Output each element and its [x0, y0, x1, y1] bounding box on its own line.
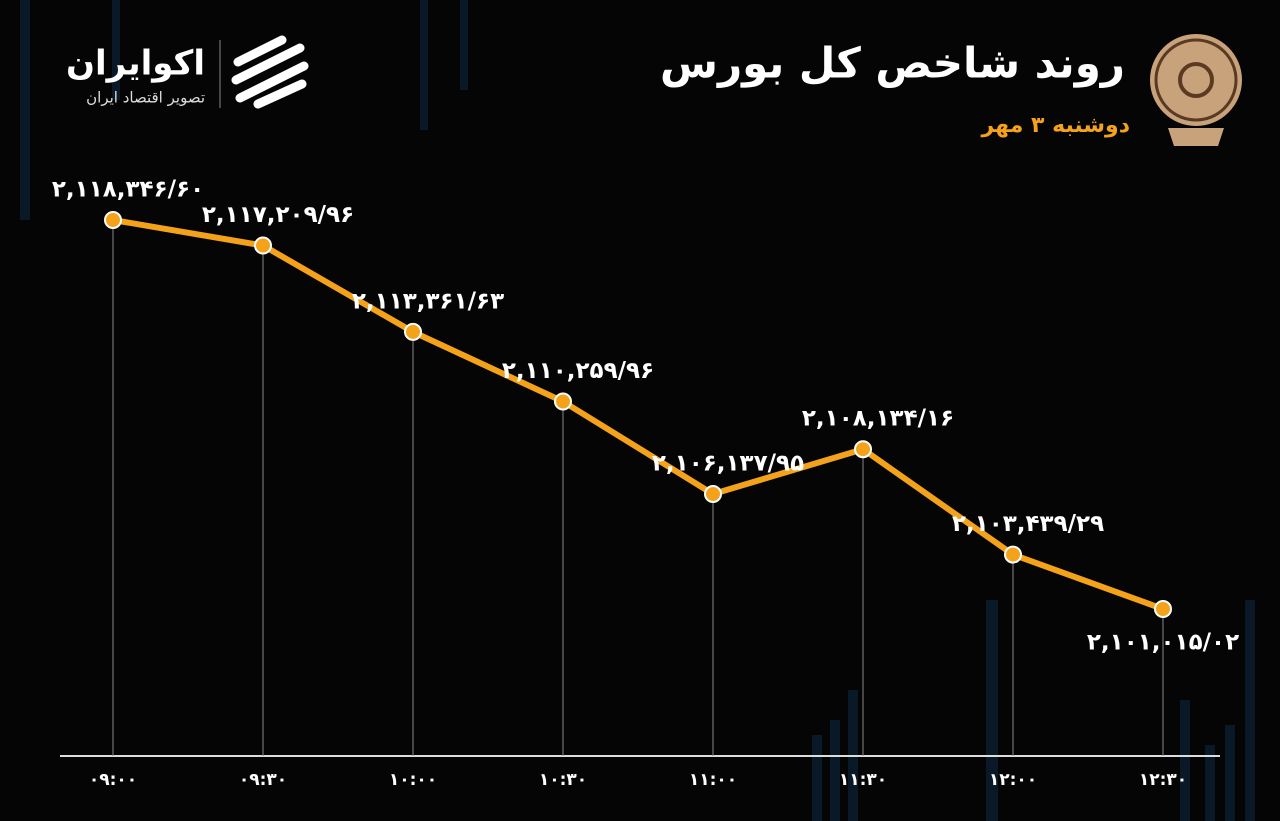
- x-tick-label: ۱۰:۳۰: [539, 770, 587, 790]
- x-tick-label: ۱۱:۰۰: [689, 770, 737, 790]
- emblem: [1150, 34, 1242, 146]
- value-label: ۲,۱۰۳,۴۳۹/۲۹: [952, 511, 1104, 537]
- point: [554, 392, 572, 411]
- value-label: ۲,۱۱۸,۳۴۶/۶۰: [52, 177, 204, 203]
- brand-logo: اکوایران تصویر اقتصاد ایران: [66, 35, 309, 109]
- point: [1154, 600, 1172, 618]
- point: [254, 236, 272, 255]
- x-tick-label: ۱۱:۳۰: [839, 770, 887, 790]
- point: [1004, 545, 1022, 564]
- value-label: ۲,۱۰۸,۱۳۴/۱۶: [802, 406, 954, 432]
- value-label: ۲,۱۱۰,۲۵۹/۹۶: [502, 358, 654, 384]
- x-tick-label: ۱۲:۳۰: [1139, 770, 1187, 790]
- x-tick-label: ۱۲:۰۰: [989, 770, 1037, 790]
- x-tick-label: ۱۰:۰۰: [389, 770, 437, 790]
- point: [854, 440, 872, 459]
- chart-title: روند شاخص کل بورس: [660, 39, 1125, 89]
- point: [104, 211, 122, 229]
- x-tick-label: ۰۹:۳۰: [239, 770, 287, 790]
- value-label: ۲,۱۱۷,۲۰۹/۹۶: [202, 202, 354, 228]
- brand-name: اکوایران: [66, 44, 205, 84]
- point: [404, 322, 422, 341]
- value-label: ۲,۱۱۳,۳۶۱/۶۳: [352, 288, 504, 314]
- x-tick-label: ۰۹:۰۰: [89, 770, 137, 790]
- chart-subtitle: دوشنبه ۳ مهر: [981, 113, 1131, 138]
- brand-tagline: تصویر اقتصاد ایران: [86, 89, 205, 107]
- point: [704, 485, 722, 504]
- value-label: ۲,۱۰۶,۱۳۷/۹۵: [652, 451, 804, 477]
- line: [112, 217, 1165, 612]
- value-label: ۲,۱۰۱,۰۱۵/۰۲: [1087, 630, 1239, 656]
